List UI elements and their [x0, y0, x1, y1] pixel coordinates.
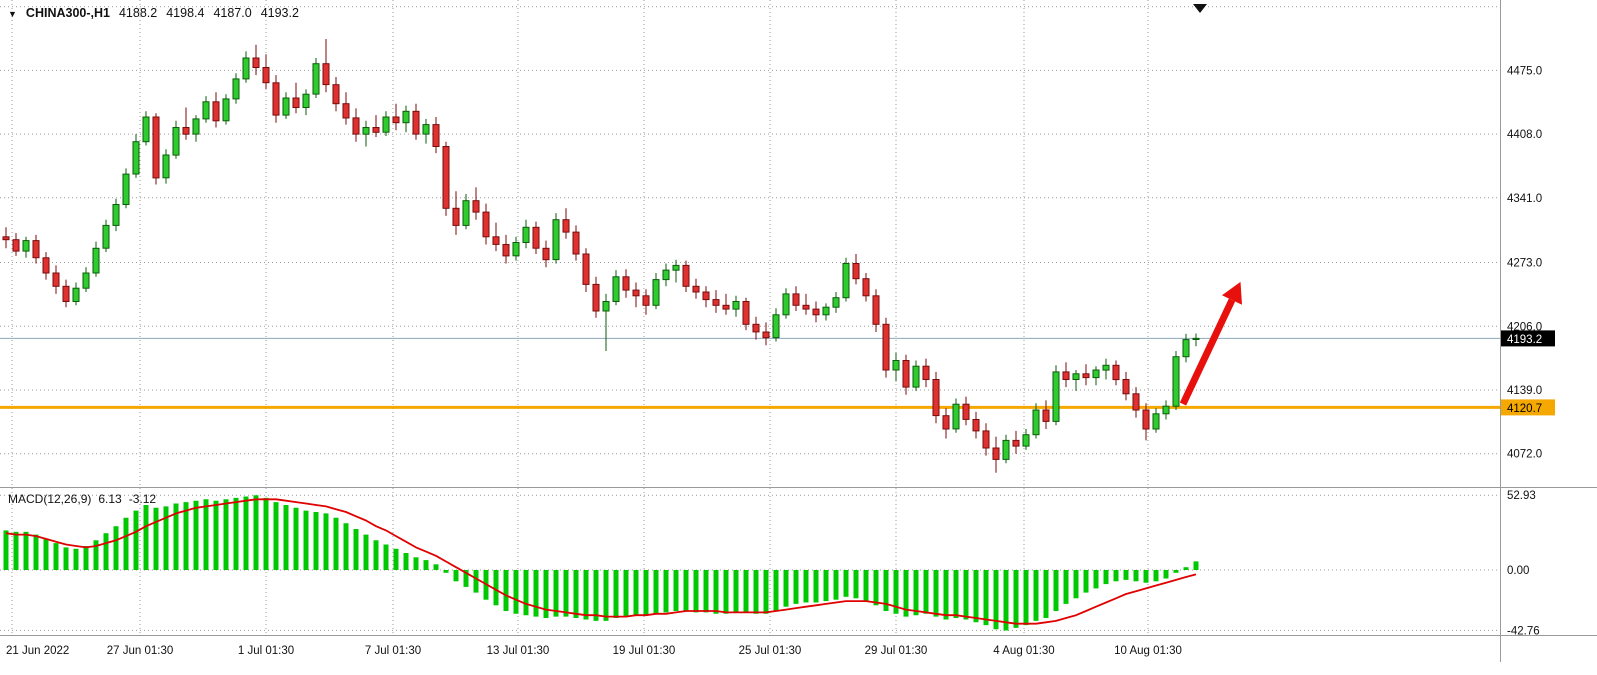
svg-text:7 Jul 01:30: 7 Jul 01:30 — [365, 645, 421, 657]
support-level-badge: 4120.7 — [1501, 399, 1555, 416]
svg-text:1 Jul 01:30: 1 Jul 01:30 — [238, 645, 294, 657]
svg-text:52.93: 52.93 — [1507, 490, 1536, 502]
macd-axis-labels: 52.93 0.00 -42.76 — [1507, 490, 1540, 637]
svg-text:27 Jun 01:30: 27 Jun 01:30 — [107, 645, 174, 657]
ohlc-close: 4193.2 — [260, 6, 299, 20]
price-axis-labels: 4475.0 4408.0 4341.0 4273.0 4206.0 4139.0 4072… — [1507, 65, 1542, 460]
svg-text:4193.2: 4193.2 — [1507, 334, 1542, 346]
macd-main-value: 6.13 — [98, 492, 122, 506]
svg-text:29 Jul 01:30: 29 Jul 01:30 — [865, 645, 928, 657]
svg-text:4475.0: 4475.0 — [1507, 65, 1542, 77]
ohlc-open: 4188.2 — [118, 6, 158, 20]
chart-menu-icon: ▼ — [8, 8, 17, 19]
chart-shift-marker — [1193, 4, 1207, 13]
current-price-badge: 4193.2 — [1501, 330, 1555, 347]
macd-histogram — [3, 495, 1199, 631]
symbol-label: CHINA300-,H1 — [25, 6, 110, 20]
ohlc-low: 4187.0 — [213, 6, 252, 20]
svg-text:13 Jul 01:30: 13 Jul 01:30 — [487, 645, 550, 657]
svg-text:4072.0: 4072.0 — [1507, 449, 1542, 461]
svg-text:21 Jun 2022: 21 Jun 2022 — [6, 645, 69, 657]
svg-text:4139.0: 4139.0 — [1507, 385, 1542, 397]
svg-text:0.00: 0.00 — [1507, 565, 1529, 577]
macd-indicator-label: MACD(12,26,9) 6.13 -3.12 — [8, 492, 156, 506]
trend-arrow — [1179, 281, 1242, 406]
svg-text:4273.0: 4273.0 — [1507, 258, 1542, 270]
macd-name: MACD(12,26,9) — [8, 492, 92, 506]
symbol-info-bar: ▼ CHINA300-,H1 4188.2 4198.4 4187.0 4193… — [8, 6, 299, 20]
macd-signal-line — [5, 498, 1197, 625]
svg-text:4120.7: 4120.7 — [1507, 403, 1542, 415]
ohlc-high: 4198.4 — [166, 6, 205, 20]
svg-text:4408.0: 4408.0 — [1507, 129, 1542, 141]
svg-text:4341.0: 4341.0 — [1507, 193, 1542, 205]
svg-text:4206.0: 4206.0 — [1507, 321, 1542, 333]
svg-text:-42.76: -42.76 — [1507, 625, 1540, 637]
candles — [2, 39, 1200, 473]
svg-text:4 Aug 01:30: 4 Aug 01:30 — [993, 645, 1054, 657]
time-axis-labels: 21 Jun 2022 27 Jun 01:30 1 Jul 01:30 7 Jul … — [6, 645, 1182, 657]
svg-text:10 Aug 01:30: 10 Aug 01:30 — [1114, 645, 1182, 657]
svg-text:25 Jul 01:30: 25 Jul 01:30 — [739, 645, 802, 657]
svg-text:19 Jul 01:30: 19 Jul 01:30 — [613, 645, 676, 657]
macd-signal-value: -3.12 — [128, 492, 157, 506]
